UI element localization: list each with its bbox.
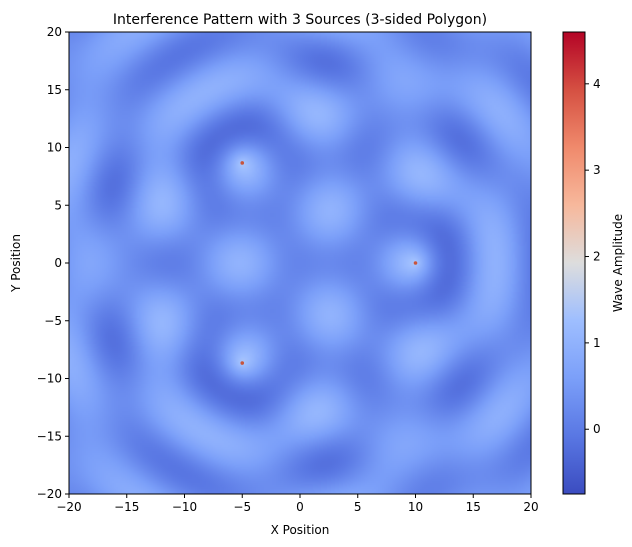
colorbar-tick-label: 0 [593,422,601,436]
source-point [240,361,245,365]
y-tick-label: −15 [37,429,62,443]
y-tick-label: 10 [47,141,62,155]
chart-title: Interference Pattern with 3 Sources (3-s… [113,12,487,28]
y-axis: −20 −15 −10 −5 0 5 10 15 20 [37,25,69,501]
x-tick-label: −20 [56,500,81,514]
x-tick-label: 15 [466,500,481,514]
x-tick-label: 5 [354,500,362,514]
y-tick-label: −20 [37,487,62,501]
x-axis-label: X Position [271,523,330,537]
colorbar-label: Wave Amplitude [611,214,625,312]
y-tick-label: 20 [47,25,62,39]
colorbar-axis: 0 1 2 3 4 [585,77,601,436]
y-tick-label: 15 [47,83,62,97]
y-tick-label: −5 [44,314,62,328]
colorbar-tick-label: 4 [593,77,601,91]
y-tick-label: −10 [37,372,62,386]
heatmap-image [69,32,531,494]
source-point [240,161,245,165]
x-tick-label: −15 [114,500,139,514]
x-tick-label: 0 [296,500,304,514]
y-tick-label: 0 [54,256,62,270]
colorbar-tick-label: 2 [593,250,601,264]
y-axis-label: Y Position [9,234,23,293]
x-tick-label: −5 [233,500,251,514]
colorbar [562,31,586,495]
y-tick-label: 5 [54,198,62,212]
source-markers [240,161,418,365]
source-point [413,261,418,265]
colorbar-tick-label: 1 [593,336,601,350]
x-tick-label: −10 [172,500,197,514]
x-tick-label: 10 [408,500,423,514]
x-tick-label: 20 [523,500,538,514]
x-axis: −20 −15 −10 −5 0 5 10 15 20 [56,494,539,514]
colorbar-tick-label: 3 [593,163,601,177]
